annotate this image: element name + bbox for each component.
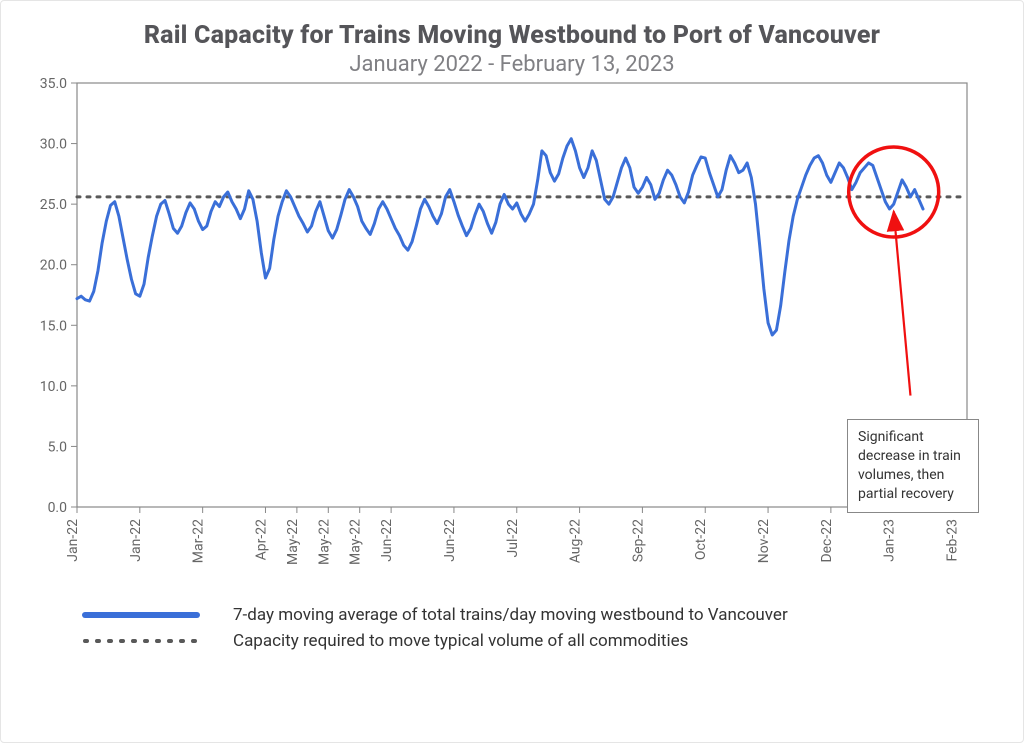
legend: 7-day moving average of total trains/day… (21, 605, 1003, 651)
svg-text:10.0: 10.0 (40, 379, 67, 395)
svg-text:15.0: 15.0 (40, 318, 67, 334)
svg-text:Feb-23: Feb-23 (945, 519, 961, 562)
legend-item-capacity: Capacity required to move typical volume… (81, 631, 1003, 651)
svg-text:Oct-22: Oct-22 (693, 519, 709, 560)
chart-area: 0.0 5.0 10.0 15.0 20.0 25.0 30.0 35.0 Jan-22 Jan-… (21, 77, 1003, 597)
legend-label-series: 7-day moving average of total trains/day… (233, 605, 788, 625)
svg-text:Dec-22: Dec-22 (819, 519, 835, 563)
legend-label-capacity: Capacity required to move typical volume… (233, 631, 688, 651)
svg-text:5.0: 5.0 (48, 439, 68, 455)
svg-text:0.0: 0.0 (48, 500, 68, 516)
line-chart-svg: 0.0 5.0 10.0 15.0 20.0 25.0 30.0 35.0 Jan-22 Jan-… (21, 77, 981, 597)
svg-text:Nov-22: Nov-22 (756, 519, 772, 563)
svg-text:May-22: May-22 (348, 519, 364, 565)
svg-text:Apr-22: Apr-22 (253, 519, 269, 560)
chart-card: Rail Capacity for Trains Moving Westboun… (0, 0, 1024, 743)
svg-text:May-22: May-22 (285, 519, 301, 565)
svg-text:30.0: 30.0 (40, 137, 67, 153)
svg-text:Aug-22: Aug-22 (568, 519, 584, 563)
svg-text:35.0: 35.0 (40, 77, 67, 92)
legend-swatch-dotted (81, 633, 201, 649)
svg-text:Jan-22: Jan-22 (65, 519, 81, 562)
svg-text:Jun-22: Jun-22 (379, 519, 395, 562)
chart-subtitle: January 2022 - February 13, 2023 (21, 52, 1003, 77)
annotation-callout: Significant decrease in train volumes, t… (847, 419, 979, 513)
svg-text:Jan-22: Jan-22 (128, 519, 144, 562)
svg-text:Sep-22: Sep-22 (630, 519, 646, 562)
legend-item-series: 7-day moving average of total trains/day… (81, 605, 1003, 625)
svg-text:Jun-22: Jun-22 (442, 519, 458, 562)
svg-text:Jul-22: Jul-22 (505, 519, 521, 558)
svg-text:Mar-22: Mar-22 (191, 519, 207, 563)
svg-text:May-22: May-22 (316, 519, 332, 565)
svg-text:20.0: 20.0 (40, 258, 67, 274)
chart-title: Rail Capacity for Trains Moving Westboun… (21, 21, 1003, 50)
svg-text:Jan-23: Jan-23 (882, 519, 898, 562)
legend-swatch-line (81, 607, 201, 623)
svg-text:25.0: 25.0 (40, 197, 67, 213)
